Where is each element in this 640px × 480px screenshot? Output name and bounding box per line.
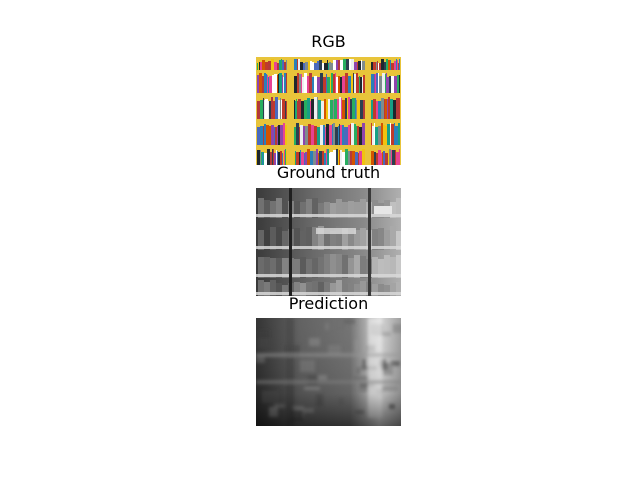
prediction-image	[256, 318, 401, 426]
rgb-image	[256, 57, 401, 165]
ground-truth-image	[256, 188, 401, 296]
ground-truth-panel-title: Ground truth	[276, 163, 381, 182]
rgb-panel-title: RGB	[311, 32, 346, 51]
prediction-panel-title: Prediction	[288, 294, 369, 313]
